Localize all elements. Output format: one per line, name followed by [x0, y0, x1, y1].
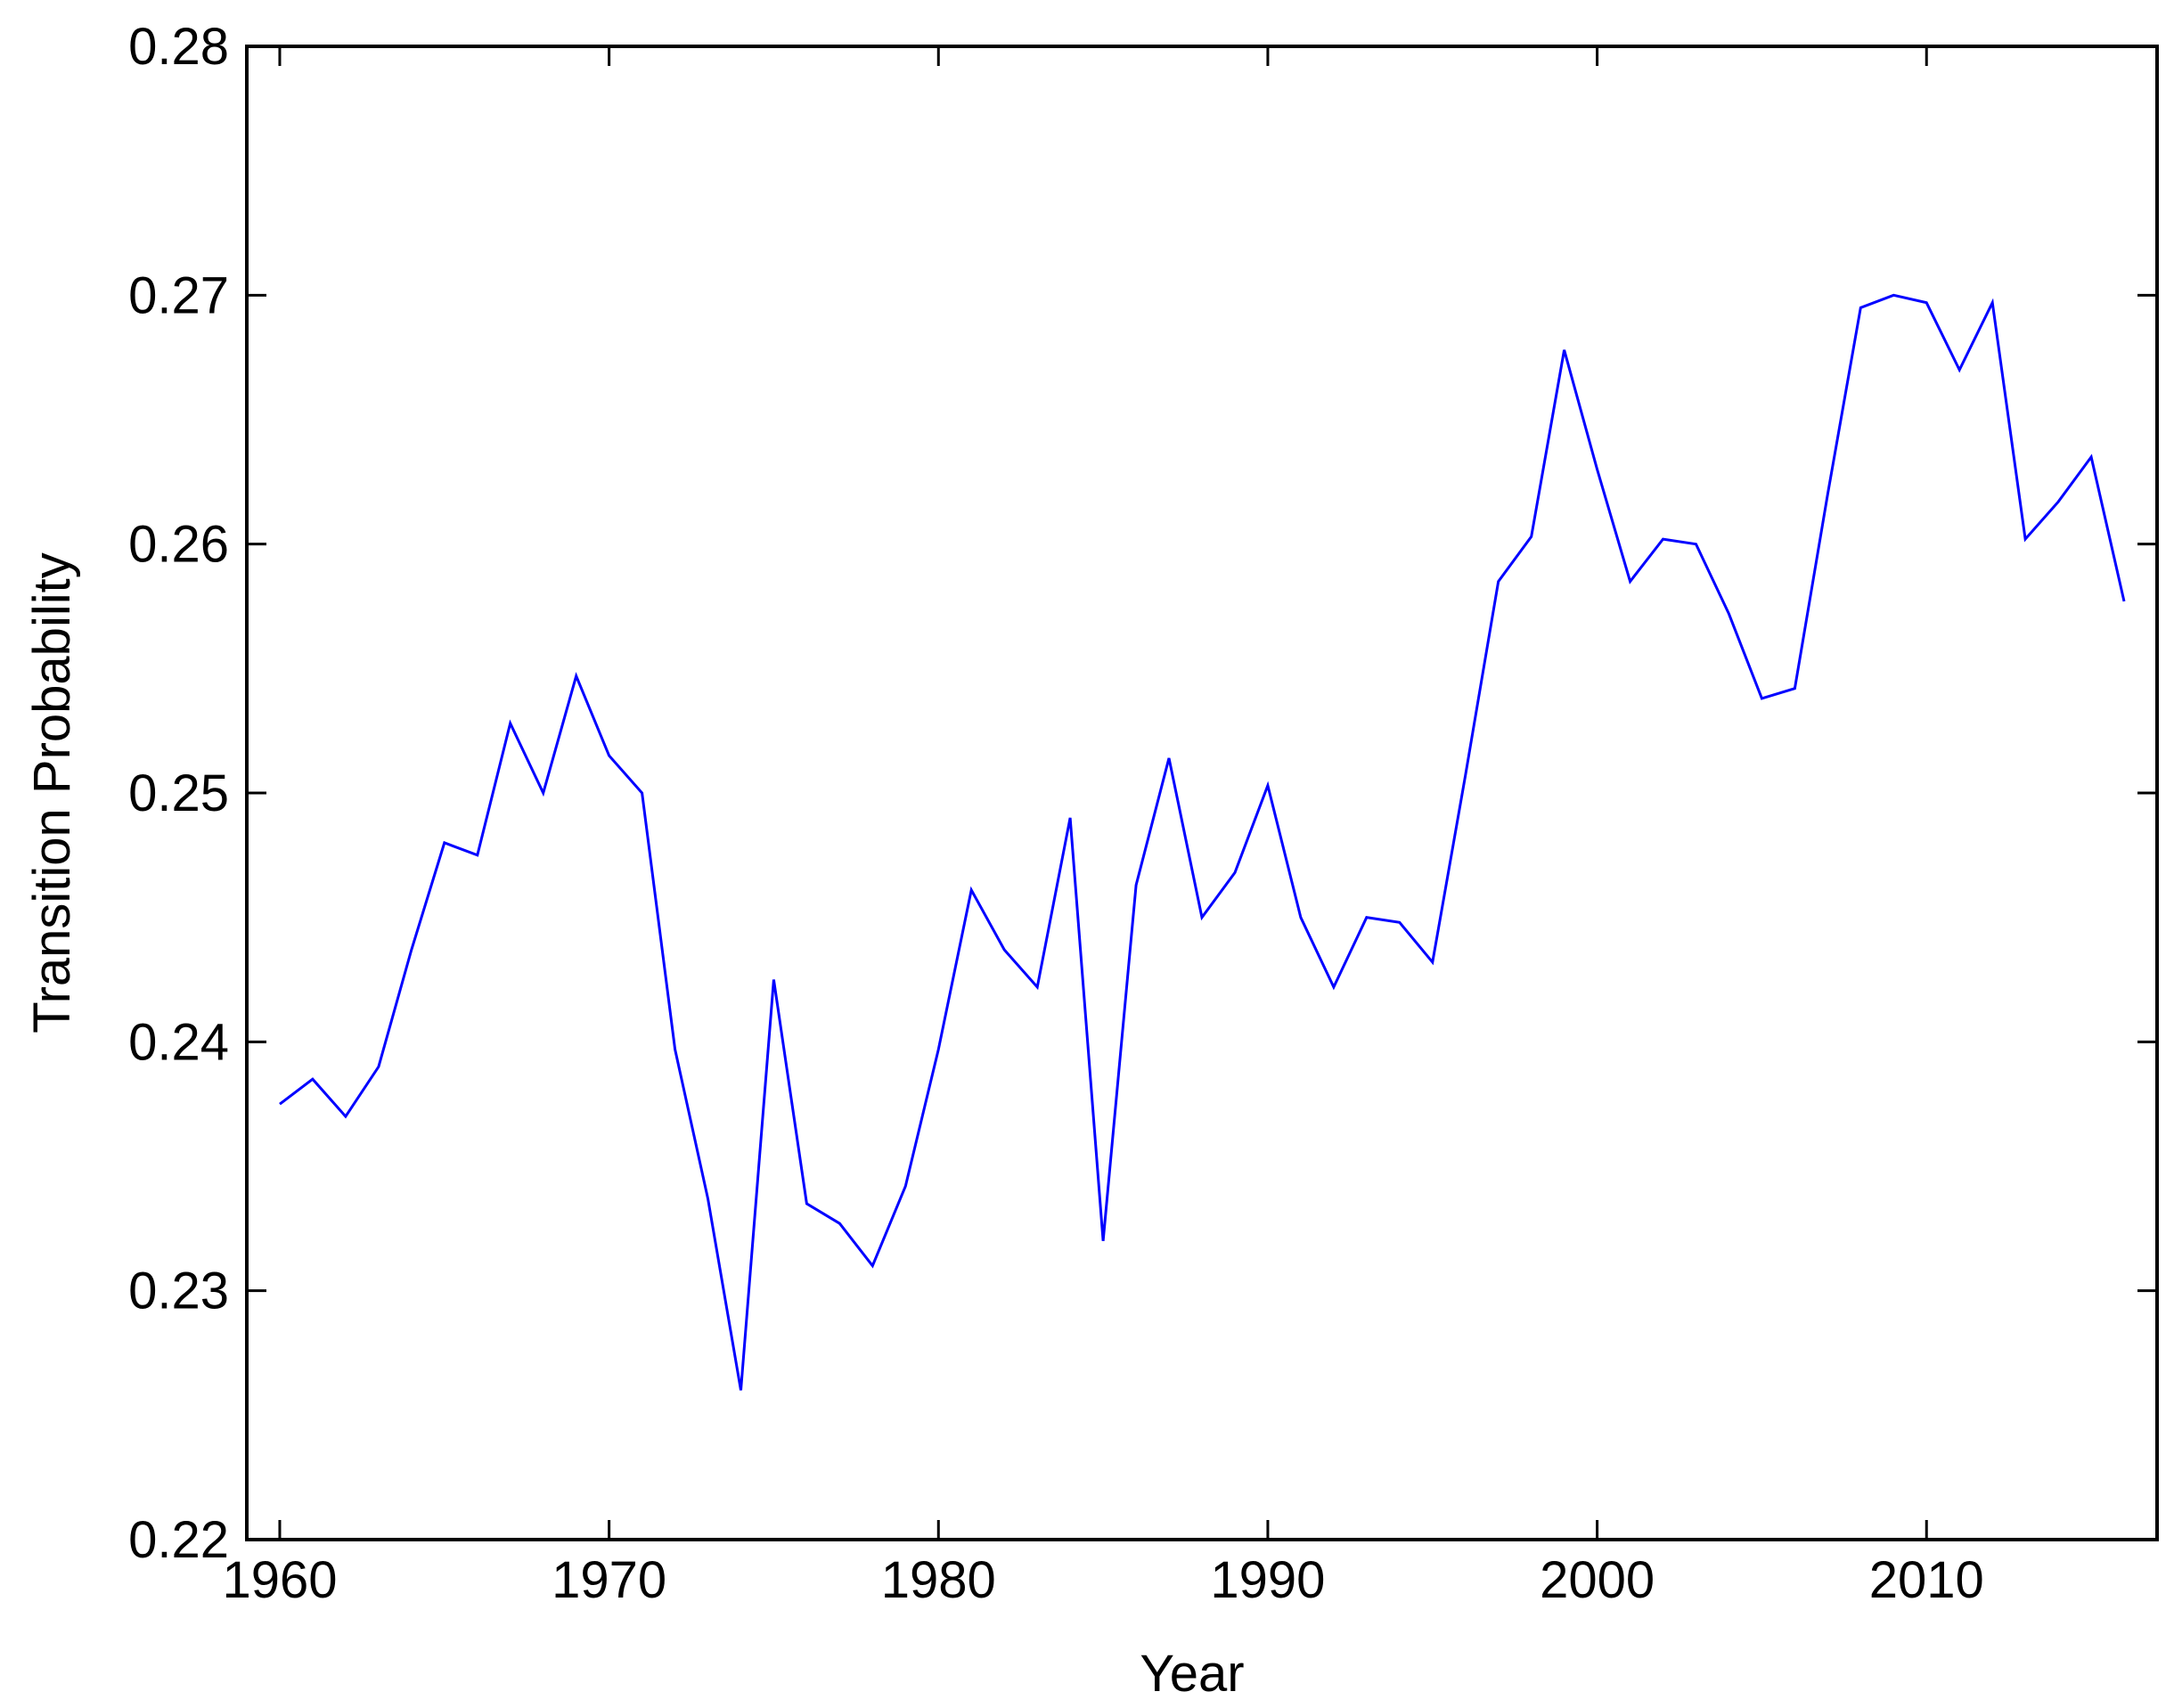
data-point [543, 793, 544, 794]
data-point [905, 1186, 906, 1187]
data-point [477, 854, 478, 855]
data-point [1465, 775, 1466, 776]
y-tick-label: 0.28 [128, 18, 229, 76]
data-point [1300, 917, 1301, 918]
data-point [971, 889, 972, 890]
x-tick-label: 1990 [1210, 1551, 1325, 1609]
axis-ticks [247, 45, 2157, 1541]
series-line [279, 293, 2126, 1391]
data-point [1202, 917, 1203, 918]
x-tick-label: 1980 [881, 1551, 996, 1609]
data-point [938, 1049, 939, 1050]
data-point [1136, 885, 1137, 886]
data-point [2025, 539, 2026, 540]
data-point [1893, 295, 1894, 296]
data-point [1333, 986, 1334, 987]
data-point [1926, 302, 1927, 303]
series-layer [279, 293, 2126, 1391]
data-point [345, 1116, 346, 1117]
data-point [1564, 349, 1565, 350]
data-point [2091, 456, 2092, 457]
y-tick-label: 0.22 [128, 1511, 229, 1569]
data-point [411, 949, 412, 950]
y-axis-title: Transition Probability [23, 552, 81, 1033]
data-point [444, 842, 445, 843]
data-point [1267, 785, 1268, 786]
data-point [1761, 698, 1762, 699]
data-point [378, 1066, 379, 1067]
y-tick-label: 0.23 [128, 1263, 229, 1320]
data-point [1531, 536, 1532, 537]
y-tick-label: 0.25 [128, 764, 229, 822]
data-point [773, 979, 774, 980]
x-tick-label: 1970 [552, 1551, 666, 1609]
data-point [707, 1198, 708, 1199]
data-point [1860, 307, 1861, 308]
x-tick-label: 1960 [222, 1551, 337, 1609]
plot-area [245, 45, 2159, 1541]
data-point [674, 1049, 675, 1050]
data-point [1399, 922, 1400, 923]
data-point [1004, 949, 1005, 950]
data-point [1992, 302, 1993, 303]
data-point [1959, 370, 1960, 371]
data-point [806, 1203, 807, 1204]
y-tick-label: 0.27 [128, 266, 229, 324]
data-point [1366, 917, 1367, 918]
data-point [1498, 581, 1499, 582]
data-point [312, 1079, 313, 1080]
data-point [740, 1390, 741, 1391]
data-point [1103, 1240, 1104, 1241]
data-point [1234, 872, 1235, 873]
y-tick-label: 0.26 [128, 516, 229, 574]
data-point [1169, 757, 1170, 758]
data-point [1037, 986, 1038, 987]
data-point [1432, 961, 1433, 962]
y-tick-label: 0.24 [128, 1013, 229, 1071]
data-point [279, 1104, 280, 1105]
data-point [1070, 817, 1071, 818]
data-point [839, 1223, 840, 1224]
data-point [1794, 688, 1795, 689]
x-tick-label: 2010 [1869, 1551, 1984, 1609]
x-tick-label: 2000 [1540, 1551, 1655, 1609]
data-point [2058, 502, 2059, 503]
data-point [872, 1265, 873, 1266]
tick-labels: 1960 1970 1980 1990 2000 2010 0.22 0.23 0.24 0.25… [128, 18, 1984, 1609]
data-point [1597, 469, 1598, 470]
x-axis-title: Year [1140, 1645, 1244, 1703]
